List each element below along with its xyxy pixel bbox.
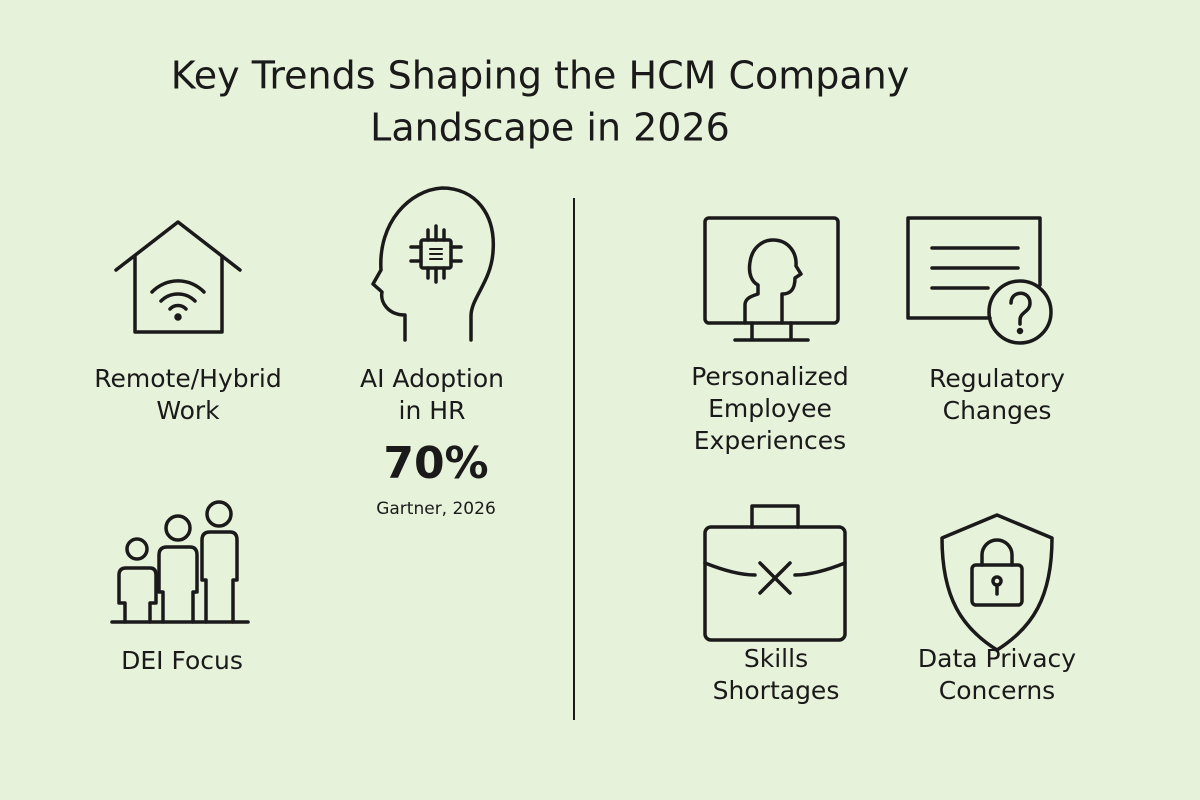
item-label: Work	[156, 396, 220, 425]
stat-source: Gartner, 2026	[376, 499, 496, 519]
item-label: DEI Focus	[121, 646, 243, 675]
item-label: Data Privacy	[918, 644, 1076, 673]
item-label: Personalized	[691, 362, 849, 391]
item-label: Experiences	[694, 426, 846, 455]
item-label: AI Adoption	[360, 364, 504, 393]
title-line: Key Trends Shaping the HCM Company	[171, 54, 910, 98]
document-icon	[906, 216, 1053, 345]
item-label: Remote/Hybrid	[94, 364, 281, 393]
stat: 70%	[383, 438, 488, 489]
monitor-icon	[703, 216, 840, 342]
title-line: Landscape in 2026	[370, 106, 730, 150]
ai-head-icon	[371, 186, 496, 342]
item-label: Shortages	[713, 676, 840, 705]
shield-icon	[940, 513, 1054, 652]
briefcase-icon	[703, 504, 847, 642]
item-label: Employee	[708, 394, 832, 423]
item-label: Regulatory	[929, 364, 1065, 393]
people-icon	[110, 500, 250, 624]
item-label: Concerns	[939, 676, 1055, 705]
house-icon	[114, 220, 242, 334]
item-label: in HR	[399, 396, 466, 425]
item-label: Skills	[744, 644, 808, 673]
item-label: Changes	[943, 396, 1052, 425]
